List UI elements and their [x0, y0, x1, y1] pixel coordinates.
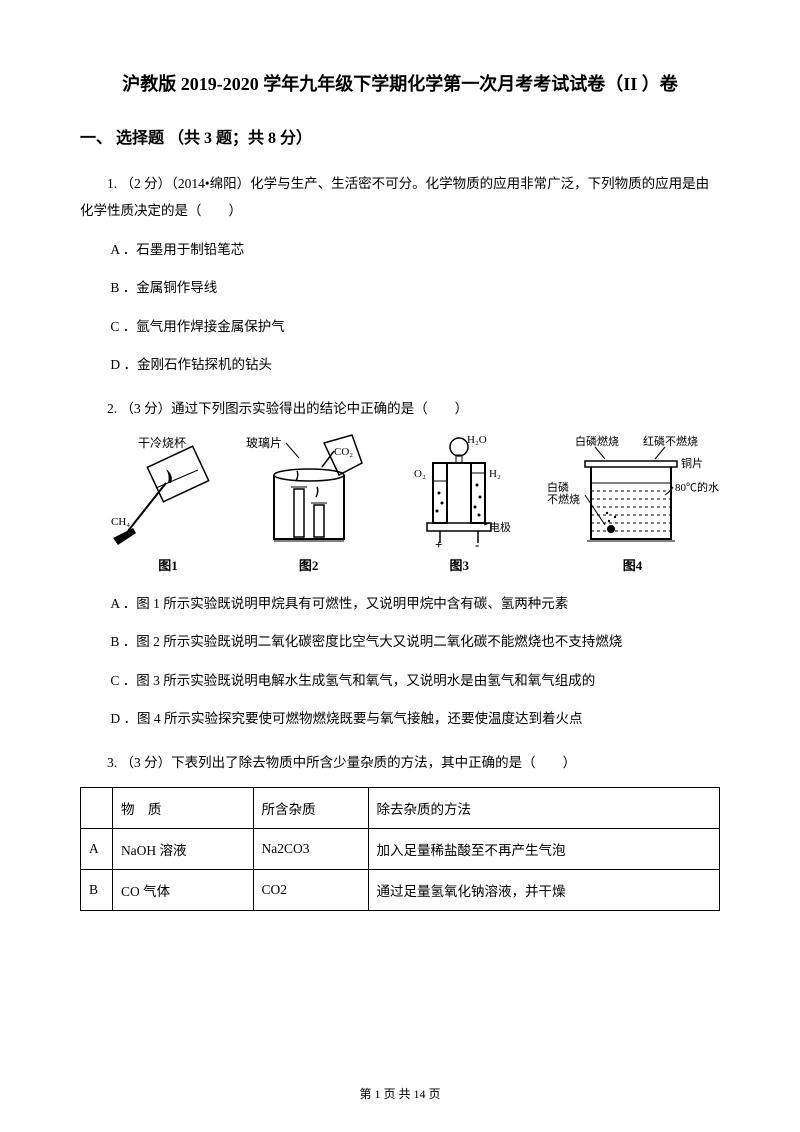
fig4-caption: 图4: [623, 555, 643, 574]
section-heading: 一、 选择题 （共 3 题；共 8 分）: [80, 124, 720, 148]
fig4-label-red-noburn: 红磷不燃烧: [643, 434, 698, 448]
fig3-label-h2: H₂: [489, 468, 501, 480]
table-row: A NaOH 溶液 Na2CO3 加入足量稀盐酸至不再产生气泡: [81, 829, 720, 870]
figure-2: 玻璃片 CO₂ 图2: [244, 433, 374, 574]
cell-a2: Na2CO3: [253, 829, 368, 870]
fig4-label-white-noburn-l1: 白磷: [547, 480, 569, 494]
th-empty: [81, 788, 113, 829]
figure-2-svg: 玻璃片 CO₂: [244, 433, 374, 551]
th-substance: 物 质: [112, 788, 253, 829]
q1-option-a: A ．石墨用于制铅笔芯: [110, 238, 720, 262]
q1-option-d: D ．金刚石作钻探机的钻头: [110, 353, 720, 377]
q2-option-d: D ．图 4 所示实验探究要使可燃物燃烧既要与氧气接触，还要使温度达到着火点: [110, 707, 720, 731]
fig3-caption: 图3: [450, 555, 470, 574]
fig2-caption: 图2: [299, 555, 319, 574]
fig3-label-h2o: H₂O: [467, 434, 487, 446]
fig1-label-beaker: 干冷烧杯: [138, 436, 186, 450]
q1-stem: 1. （2 分）（2014•绵阳）化学与生产、生活密不可分。化学物质的应用非常广…: [80, 170, 720, 224]
q3-stem: 3. （3 分）下表列出了除去物质中所含少量杂质的方法，其中正确的是（ ）: [80, 751, 720, 771]
fig4-label-water: 80℃的水: [675, 480, 719, 494]
page-title: 沪教版 2019-2020 学年九年级下学期化学第一次月考考试试卷（II ）卷: [80, 70, 720, 96]
fig3-plus: +: [435, 537, 442, 551]
question-3: 3. （3 分）下表列出了除去物质中所含少量杂质的方法，其中正确的是（ ） 物 …: [80, 751, 720, 911]
th-impurity: 所含杂质: [253, 788, 368, 829]
figure-3-svg: H₂O O₂ H₂ 电极 + -: [389, 433, 529, 551]
figure-1: 干冷烧杯 CH₄ 图1: [108, 433, 228, 574]
fig3-label-electrode: 电极: [489, 520, 511, 534]
th-method: 除去杂质的方法: [368, 788, 719, 829]
fig1-caption: 图1: [158, 555, 178, 574]
fig3-minus: -: [475, 537, 479, 551]
cell-a3: 加入足量稀盐酸至不再产生气泡: [368, 829, 719, 870]
fig2-label-glass: 玻璃片: [246, 436, 282, 450]
question-2: 2. （3 分）通过下列图示实验得出的结论中正确的是（ ） 干冷烧杯 CH₄ 图…: [80, 397, 720, 731]
fig4-label-copper: 铜片: [681, 456, 703, 470]
table-header-row: 物 质 所含杂质 除去杂质的方法: [81, 788, 720, 829]
question-1: 1. （2 分）（2014•绵阳）化学与生产、生活密不可分。化学物质的应用非常广…: [80, 170, 720, 377]
cell-b1: CO 气体: [112, 870, 253, 911]
figure-1-svg: 干冷烧杯 CH₄: [108, 433, 228, 551]
fig2-label-co2: CO₂: [334, 446, 353, 458]
cell-a1: NaOH 溶液: [112, 829, 253, 870]
table-row: B CO 气体 CO2 通过足量氢氧化钠溶液，并干燥: [81, 870, 720, 911]
figure-4-svg: 白磷燃烧 红磷不燃烧 铜片 白磷 不燃烧: [545, 433, 720, 551]
q1-option-b: B ．金属铜作导线: [110, 276, 720, 300]
q2-option-c: C ．图 3 所示实验既说明电解水生成氢气和氧气，又说明水是由氢气和氧气组成的: [110, 669, 720, 693]
page-footer: 第 1 页 共 14 页: [0, 1085, 800, 1102]
q3-table: 物 质 所含杂质 除去杂质的方法 A NaOH 溶液 Na2CO3 加入足量稀盐…: [80, 787, 720, 911]
cell-b3: 通过足量氢氧化钠溶液，并干燥: [368, 870, 719, 911]
q2-stem: 2. （3 分）通过下列图示实验得出的结论中正确的是（ ）: [80, 397, 720, 417]
fig4-label-white-burn: 白磷燃烧: [575, 434, 619, 448]
q2-option-a: A ．图 1 所示实验既说明甲烷具有可燃性，又说明甲烷中含有碳、氢两种元素: [110, 592, 720, 616]
cell-a0: A: [81, 829, 113, 870]
fig1-label-ch4: CH₄: [111, 516, 130, 528]
figure-4: 白磷燃烧 红磷不燃烧 铜片 白磷 不燃烧: [545, 433, 720, 574]
q2-option-b: B ．图 2 所示实验既说明二氧化碳密度比空气大又说明二氧化碳不能燃烧也不支持燃…: [110, 630, 720, 654]
cell-b2: CO2: [253, 870, 368, 911]
q1-option-c: C ．氩气用作焊接金属保护气: [110, 315, 720, 339]
figure-3: H₂O O₂ H₂ 电极 + - 图3: [389, 433, 529, 574]
cell-b0: B: [81, 870, 113, 911]
fig4-label-white-noburn-l2: 不燃烧: [547, 492, 580, 506]
figure-row: 干冷烧杯 CH₄ 图1 玻璃片 CO₂: [108, 433, 720, 574]
fig3-label-o2: O₂: [414, 468, 426, 480]
